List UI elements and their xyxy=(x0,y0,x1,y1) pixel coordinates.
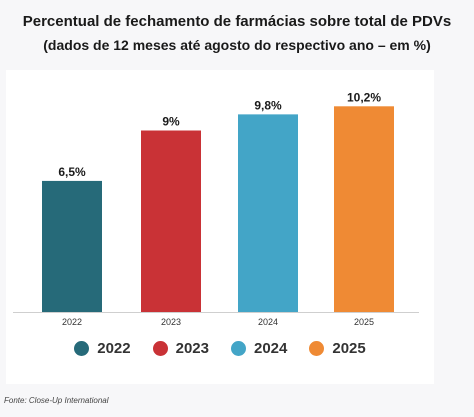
x-tick-label-2025: 2025 xyxy=(354,317,374,327)
bar-2025 xyxy=(334,106,394,312)
chart-title: Percentual de fechamento de farmácias so… xyxy=(22,13,452,30)
bar-chart: 6,5% 2022 9% 2023 9,8% 2024 10,2% 2025 xyxy=(13,90,419,327)
legend-label-2024: 2024 xyxy=(254,339,288,357)
x-tick-label-2022: 2022 xyxy=(62,317,82,327)
bar-2024 xyxy=(238,114,298,312)
bar-2023 xyxy=(141,130,201,312)
chart-subtitle: (dados de 12 meses até agosto do respect… xyxy=(43,37,431,53)
legend-item-2024: 2024 xyxy=(231,340,287,357)
x-tick-label-2024: 2024 xyxy=(258,317,278,327)
data-label-2023: 9% xyxy=(162,115,180,129)
data-label-2022: 6,5% xyxy=(58,165,86,179)
legend-item-2022: 2022 xyxy=(74,339,131,357)
source-note: Fonte: Close-Up International xyxy=(4,396,109,405)
x-tick-label-2023: 2023 xyxy=(161,317,181,327)
bar-2022 xyxy=(42,180,102,312)
data-label-2024: 9,8% xyxy=(254,98,282,112)
legend-swatch-2022 xyxy=(74,340,90,356)
legend-item-2025: 2025 xyxy=(309,339,366,357)
chart-panel: 6,5% 2022 9% 2023 9,8% 2024 10,2% 2025 2022 2023… xyxy=(6,70,434,384)
chart-legend: 2022 2023 2024 2025 xyxy=(6,336,434,360)
data-label-2025: 10,2% xyxy=(347,90,381,104)
legend-swatch-2025 xyxy=(309,340,325,356)
legend-item-2023: 2023 xyxy=(152,339,209,357)
legend-label-2023: 2023 xyxy=(175,339,209,357)
legend-label-2025: 2025 xyxy=(332,339,366,357)
legend-swatch-2024 xyxy=(231,340,246,356)
legend-swatch-2023 xyxy=(152,340,168,356)
legend-label-2022: 2022 xyxy=(97,339,131,357)
